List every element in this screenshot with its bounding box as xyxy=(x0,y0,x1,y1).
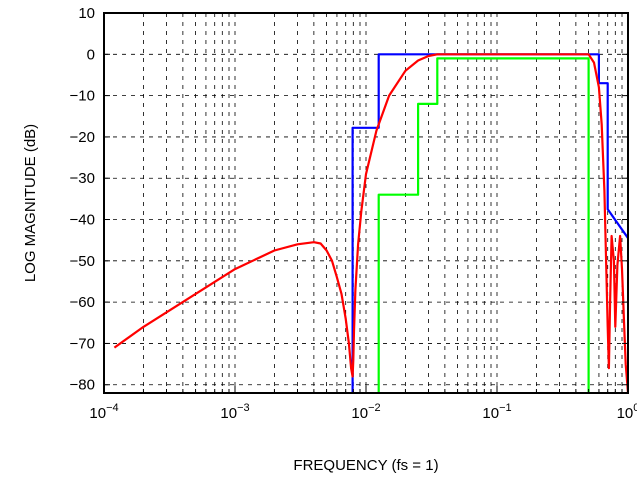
y-tick-label: −70 xyxy=(70,335,95,352)
y-tick-label: −40 xyxy=(70,212,95,229)
x-tick-label: 100 xyxy=(617,402,637,422)
y-tick-label: −30 xyxy=(70,170,95,187)
y-tick-label: −80 xyxy=(70,377,95,394)
ticks xyxy=(104,12,628,393)
y-tick-label: −60 xyxy=(70,294,95,311)
y-tick-label: −10 xyxy=(70,88,95,105)
blue-series-line xyxy=(351,53,628,393)
y-axis-label: LOG MAGNITUDE (dB) xyxy=(22,124,39,282)
green-series-line xyxy=(377,57,590,393)
y-tick-label: −50 xyxy=(70,253,95,270)
x-tick-label: 10−2 xyxy=(351,402,380,422)
grid xyxy=(104,13,628,393)
x-axis-label: FREQUENCY (fs = 1) xyxy=(293,457,438,474)
x-tick-label: 10−1 xyxy=(482,402,511,422)
y-tick-label: 10 xyxy=(78,5,95,22)
x-tick-label: 10−4 xyxy=(89,402,118,422)
red-series-line xyxy=(113,53,628,393)
x-tick-label: 10−3 xyxy=(220,402,249,422)
y-tick-label: −20 xyxy=(70,129,95,146)
y-tick-label: 0 xyxy=(87,46,95,63)
series-group xyxy=(113,53,628,393)
